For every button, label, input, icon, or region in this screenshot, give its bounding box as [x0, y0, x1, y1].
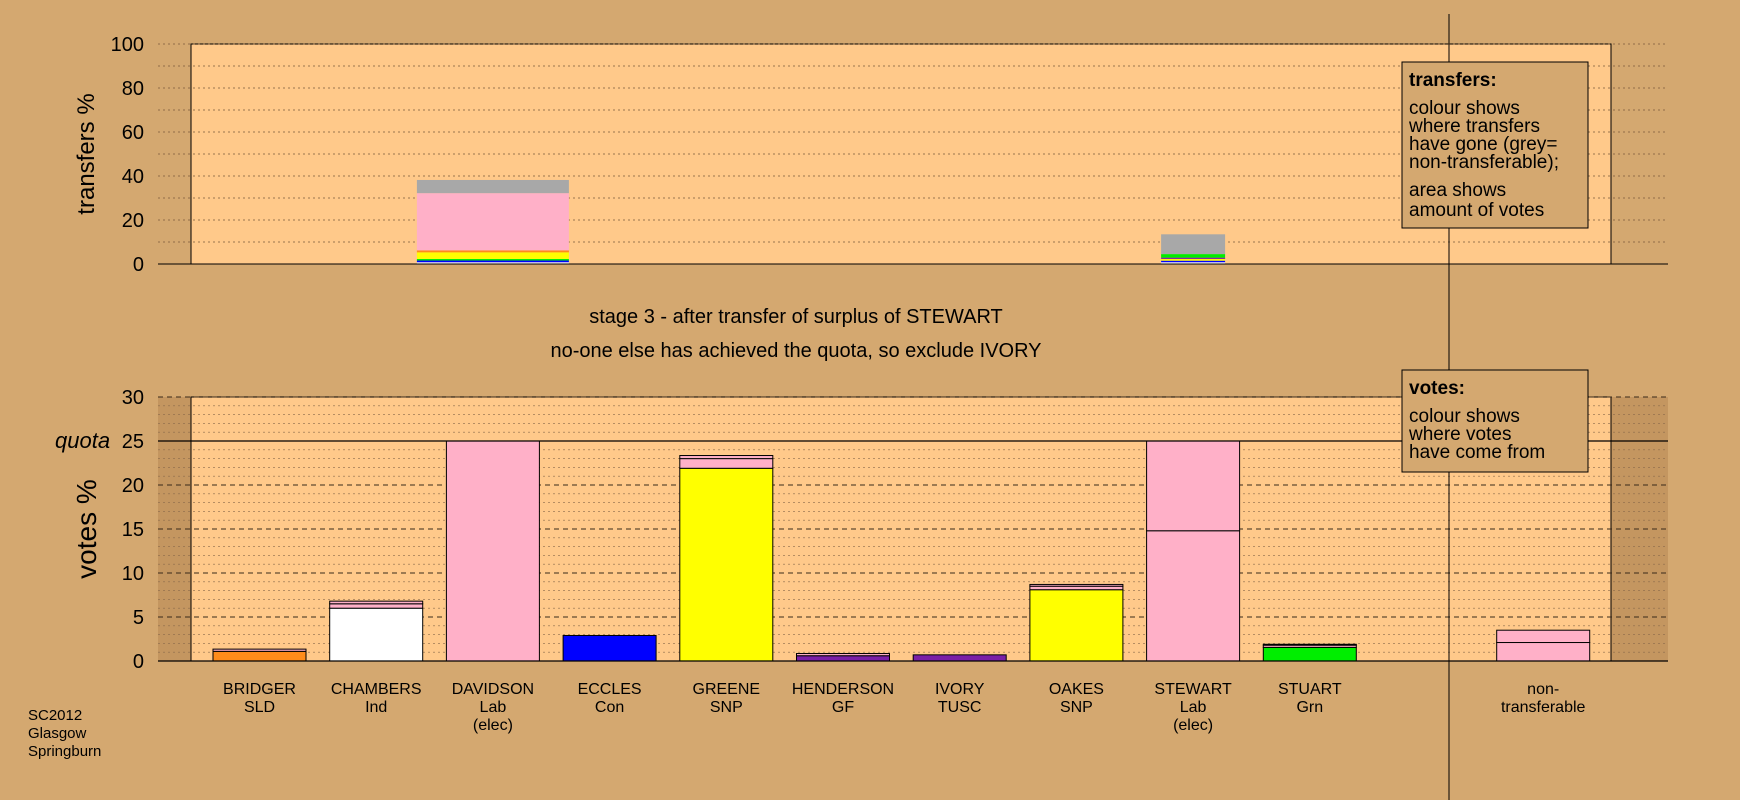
stage-caption-line2: no-one else has achieved the quota, so e… — [550, 340, 1041, 362]
vote-bar-segment — [679, 467, 774, 662]
stage-caption-line1: stage 3 - after transfer of surplus of S… — [589, 306, 1003, 328]
candidate-label: IVORY — [935, 681, 985, 698]
footer-line3: Springburn — [28, 743, 101, 760]
vote-bar-segment — [796, 653, 890, 657]
transfers-legend-line: amount of votes — [1409, 200, 1544, 221]
votes-y-tick-label: 5 — [133, 607, 144, 629]
vote-bar-segment — [445, 440, 540, 662]
candidate-label: transferable — [1501, 699, 1586, 716]
candidate-label: TUSC — [938, 699, 982, 716]
vote-bar-segment — [912, 654, 1007, 662]
transfer-bar-segment — [416, 252, 569, 259]
transfers-y-tick-label: 100 — [111, 34, 144, 56]
transfers-legend-line: area shows — [1409, 180, 1506, 201]
votes-legend-line: have come from — [1409, 442, 1545, 463]
candidate-label: ECCLES — [578, 681, 642, 698]
vote-bar-segment — [329, 600, 424, 605]
transfers-legend-line: have gone (grey= — [1409, 134, 1557, 155]
votes-legend: votes: colour shows where votes have com… — [1401, 369, 1589, 473]
candidate-label: (elec) — [473, 717, 513, 734]
candidate-label: GREENE — [693, 681, 761, 698]
candidate-label: OAKES — [1049, 681, 1104, 698]
transfers-legend-line: non-transferable); — [1409, 152, 1559, 173]
transfers-legend-title: transfers: — [1409, 70, 1497, 91]
candidate-label: CHAMBERS — [331, 681, 422, 698]
candidate-label: Lab — [480, 699, 507, 716]
vote-bar-segment — [679, 458, 774, 469]
transfer-bar-segment — [1161, 257, 1226, 259]
transfers-legend-box — [1401, 61, 1589, 229]
vote-bar-segment — [212, 650, 307, 662]
candidate-label: STEWART — [1154, 681, 1232, 698]
transfer-bar-segment — [416, 193, 569, 251]
votes-y-tick-label: 0 — [133, 651, 144, 673]
vote-bar-segment — [1262, 643, 1357, 646]
transfer-bar-segment — [1161, 258, 1226, 261]
candidate-label: non- — [1527, 681, 1559, 698]
votes-y-tick-label: 25 — [122, 431, 144, 453]
transfer-bar-segment — [416, 258, 569, 261]
candidate-label: STUART — [1278, 681, 1342, 698]
transfer-bar-segment — [416, 179, 569, 194]
votes-legend-box — [1401, 369, 1589, 473]
bars — [212, 179, 1591, 662]
transfers-legend: transfers: colour shows where transfers … — [1401, 61, 1589, 229]
transfers-y-tick-label: 60 — [122, 122, 144, 144]
votes-legend-line: where votes — [1408, 424, 1511, 445]
candidate-label: Grn — [1296, 699, 1323, 716]
transfer-bar-segment — [416, 260, 569, 263]
transfers-y-tick-label: 40 — [122, 166, 144, 188]
candidate-label: BRIDGER — [223, 681, 296, 698]
vote-bar-segment — [1029, 585, 1124, 591]
candidate-label: HENDERSON — [792, 681, 894, 698]
vote-bar-segment — [329, 607, 424, 662]
transfers-y-tick-label: 80 — [122, 78, 144, 100]
vote-bar-segment — [1029, 589, 1124, 662]
candidate-label: SNP — [1060, 699, 1093, 716]
vote-bar-segment — [212, 648, 307, 652]
candidate-label: DAVIDSON — [452, 681, 534, 698]
transfer-bar-segment — [1161, 254, 1226, 258]
transfer-bar-segment — [1161, 234, 1226, 255]
votes-legend-title: votes: — [1409, 378, 1465, 399]
vote-bar-segment — [1496, 629, 1591, 644]
candidate-label: Ind — [365, 699, 387, 716]
candidate-label: (elec) — [1173, 717, 1213, 734]
vote-bar-segment — [1146, 440, 1241, 532]
labels: 0 20 40 60 80 100 transfers % 0 5 10 15 20 25 30 quota… — [55, 34, 1586, 734]
votes-y-tick-label: 20 — [122, 475, 144, 497]
votes-y-tick-label: 30 — [122, 387, 144, 409]
candidate-label: GF — [832, 699, 854, 716]
candidate-label: SNP — [710, 699, 743, 716]
transfer-bar-segment — [1161, 260, 1226, 263]
transfers-y-tick-label: 20 — [122, 210, 144, 232]
votes-y-axis-label: votes % — [71, 479, 102, 579]
vote-bar-segment — [679, 455, 774, 460]
footer-line1: SC2012 — [28, 707, 82, 724]
votes-y-tick-label: 15 — [122, 519, 144, 541]
candidate-label: SLD — [244, 699, 275, 716]
vote-bar-segment — [1262, 646, 1357, 662]
candidate-label: Lab — [1180, 699, 1207, 716]
vote-bar-segment — [1496, 642, 1591, 662]
transfers-y-tick-label: 0 — [133, 254, 144, 276]
votes-legend-line: colour shows — [1409, 406, 1520, 427]
transfers-legend-line: colour shows — [1409, 98, 1520, 119]
transfers-legend-line: where transfers — [1408, 116, 1540, 137]
transfer-bar-segment — [1161, 262, 1226, 264]
vote-bar-segment — [329, 603, 424, 609]
votes-y-tick-label: 10 — [122, 563, 144, 585]
vote-bar-segment — [1029, 583, 1124, 587]
transfers-y-axis-label: transfers % — [73, 93, 100, 214]
vote-bar-segment — [1146, 530, 1241, 662]
transfer-bar-segment — [416, 250, 569, 253]
transfer-bar-segment — [416, 262, 569, 264]
candidate-label: Con — [595, 699, 624, 716]
vote-bar-segment — [796, 655, 890, 662]
quota-label: quota — [55, 428, 110, 453]
vote-bar-segment — [562, 634, 657, 662]
footer-line2: Glasgow — [28, 725, 87, 742]
